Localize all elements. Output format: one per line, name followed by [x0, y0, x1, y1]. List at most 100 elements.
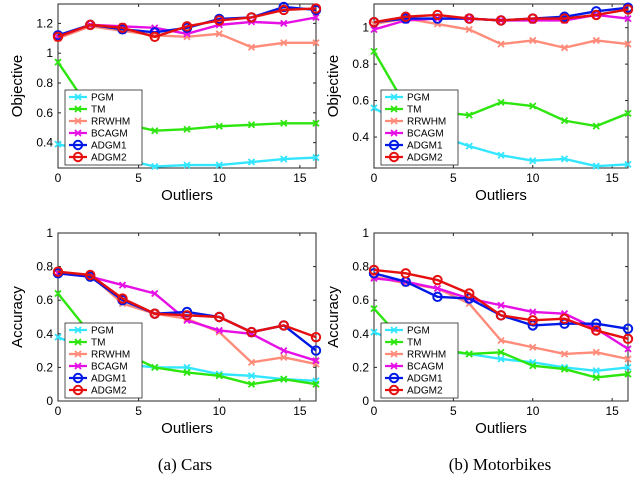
legend-entry-tm: TM [69, 105, 105, 116]
legend-swatch-marker [72, 384, 84, 396]
data-point [151, 363, 159, 372]
data-point [52, 266, 64, 277]
data-point [149, 31, 160, 42]
data-point [54, 58, 62, 66]
data-point [497, 336, 505, 345]
data-point [400, 268, 411, 279]
legend-entry-bcagm: BCAGM [385, 129, 444, 140]
legend-swatch-marker [390, 362, 398, 370]
data-point [624, 345, 632, 353]
y-axis-label: Objective [9, 55, 26, 118]
y-tick-label: 0.8 [352, 57, 369, 71]
data-point [624, 14, 632, 23]
data-point [591, 325, 602, 336]
legend-label: RRWHM [407, 117, 446, 128]
x-tick-label: 15 [605, 171, 619, 185]
legend-entry-adgm2: ADGM2 [385, 384, 443, 397]
data-point [149, 308, 160, 319]
x-tick-label: 5 [450, 171, 457, 185]
data-point [215, 30, 223, 38]
x-tick-label: 15 [293, 404, 307, 418]
legend-entry-pgm: PGM [385, 93, 430, 104]
y-tick-label: 0.2 [352, 360, 369, 374]
data-point [592, 367, 600, 375]
caption-cars: (a) Cars [158, 455, 212, 474]
data-point [592, 162, 600, 170]
legend-label: PGM [91, 326, 114, 337]
data-point [497, 98, 505, 107]
legend-swatch-marker [390, 105, 398, 113]
data-point [622, 4, 634, 15]
data-point [622, 333, 634, 345]
x-tick-label: 5 [135, 171, 142, 185]
legend-label: TM [407, 105, 421, 116]
legend-swatch-marker [74, 350, 82, 358]
legend-swatch-marker [388, 384, 400, 396]
data-point [497, 348, 505, 356]
data-point [312, 357, 320, 365]
legend-label: RRWHM [407, 350, 446, 361]
data-point [529, 157, 537, 165]
y-tick-label: 0.4 [352, 130, 369, 144]
legend-entry-pgm: PGM [69, 93, 114, 104]
legend-label: BCAGM [91, 362, 128, 373]
y-tick-label: 1 [46, 46, 53, 60]
data-point [559, 13, 570, 24]
data-point [215, 161, 223, 169]
data-point [432, 291, 443, 303]
data-point [85, 269, 96, 281]
data-point [368, 268, 380, 279]
legend-label: PGM [407, 326, 430, 337]
y-tick-label: 0.4 [36, 136, 53, 150]
data-point [85, 19, 96, 31]
y-tick-label: 0 [362, 394, 369, 408]
data-point [592, 373, 600, 382]
data-point [465, 25, 473, 34]
series-line [373, 268, 629, 341]
data-point [560, 365, 569, 373]
legend-swatch-marker [390, 117, 398, 125]
x-tick-label: 10 [526, 171, 540, 185]
legend-swatch-marker [388, 151, 400, 163]
legend-swatch-marker [74, 362, 82, 370]
legend-label: RRWHM [91, 350, 130, 361]
legend-entry-pgm: PGM [385, 326, 430, 337]
data-point [464, 13, 475, 24]
data-point [280, 353, 288, 361]
data-point [591, 318, 602, 329]
data-point [280, 19, 288, 28]
data-point [529, 343, 537, 351]
data-point [54, 333, 62, 341]
data-point [310, 331, 322, 343]
y-tick-label: 0.6 [352, 94, 369, 108]
x-tick-label: 5 [450, 404, 457, 418]
y-tick-label: 0.8 [36, 76, 53, 90]
y-tick-label: 0.8 [352, 260, 369, 274]
y-tick-label: 0.2 [36, 360, 53, 374]
x-tick-label: 5 [135, 404, 142, 418]
data-point [215, 122, 223, 130]
data-point [117, 293, 128, 304]
data-point [560, 44, 569, 52]
data-point [247, 372, 256, 380]
data-point [370, 104, 378, 112]
data-point [312, 119, 320, 127]
data-point [433, 284, 442, 293]
y-tick-label: 1 [362, 21, 369, 35]
data-point [560, 155, 569, 163]
legend-swatch-marker [390, 338, 398, 346]
legend-entry-adgm1: ADGM1 [385, 139, 443, 152]
data-point [529, 362, 537, 370]
data-point [497, 301, 505, 309]
data-point [181, 21, 193, 32]
data-point [624, 160, 632, 168]
legend-swatch-marker [72, 151, 84, 163]
data-point [559, 313, 570, 324]
y-tick-label: 0 [46, 394, 53, 408]
data-point [370, 47, 378, 56]
y-tick-label: 0.6 [36, 106, 53, 120]
data-point [495, 15, 507, 26]
data-point [368, 264, 380, 276]
